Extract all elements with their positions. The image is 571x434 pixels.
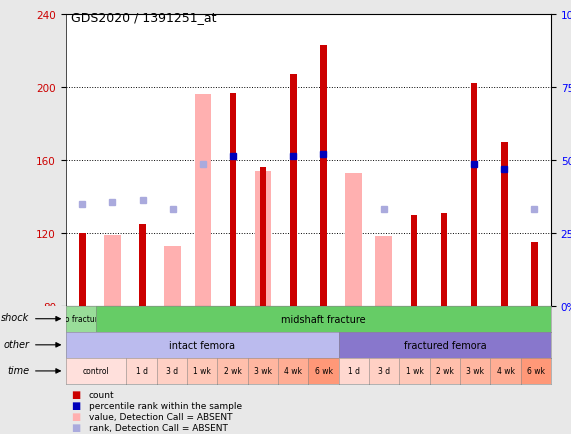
Bar xyxy=(260,168,267,306)
Text: 4 wk: 4 wk xyxy=(497,367,514,375)
Text: time: time xyxy=(7,365,30,375)
Bar xyxy=(79,233,86,306)
Bar xyxy=(320,46,327,306)
Text: 3 d: 3 d xyxy=(166,367,178,375)
Text: rank, Detection Call = ABSENT: rank, Detection Call = ABSENT xyxy=(89,423,227,432)
Bar xyxy=(375,237,392,306)
Text: 1 d: 1 d xyxy=(348,367,360,375)
Bar xyxy=(411,215,417,306)
Text: intact femora: intact femora xyxy=(169,340,235,350)
Bar xyxy=(195,95,211,306)
Bar xyxy=(345,173,362,306)
Bar xyxy=(531,242,538,306)
Text: ■: ■ xyxy=(71,389,81,399)
Text: 3 d: 3 d xyxy=(378,367,390,375)
Bar xyxy=(139,224,146,306)
Bar xyxy=(164,246,181,306)
Text: 1 wk: 1 wk xyxy=(405,367,424,375)
Text: 3 wk: 3 wk xyxy=(466,367,484,375)
Text: 6 wk: 6 wk xyxy=(315,367,332,375)
Text: 3 wk: 3 wk xyxy=(254,367,272,375)
Text: midshaft fracture: midshaft fracture xyxy=(281,314,366,324)
Text: value, Detection Call = ABSENT: value, Detection Call = ABSENT xyxy=(89,412,232,421)
Text: percentile rank within the sample: percentile rank within the sample xyxy=(89,401,242,410)
Text: no fracture: no fracture xyxy=(59,315,102,323)
Bar xyxy=(230,93,236,306)
Text: 1 d: 1 d xyxy=(135,367,147,375)
Text: ■: ■ xyxy=(71,400,81,410)
Text: GDS2020 / 1391251_at: GDS2020 / 1391251_at xyxy=(71,11,217,24)
Bar xyxy=(471,84,477,306)
Text: ■: ■ xyxy=(71,422,81,432)
Text: 4 wk: 4 wk xyxy=(284,367,302,375)
Text: shock: shock xyxy=(1,313,30,322)
Bar xyxy=(441,213,447,306)
Bar xyxy=(501,142,508,306)
Text: 2 wk: 2 wk xyxy=(224,367,242,375)
Text: 2 wk: 2 wk xyxy=(436,367,454,375)
Text: control: control xyxy=(83,367,110,375)
Text: ■: ■ xyxy=(71,411,81,421)
Text: count: count xyxy=(89,390,114,399)
Text: fractured femora: fractured femora xyxy=(404,340,486,350)
Bar xyxy=(290,75,296,306)
Text: other: other xyxy=(3,339,30,349)
Text: 6 wk: 6 wk xyxy=(527,367,545,375)
Text: 1 wk: 1 wk xyxy=(193,367,211,375)
Bar xyxy=(255,171,271,306)
Bar xyxy=(104,235,120,306)
